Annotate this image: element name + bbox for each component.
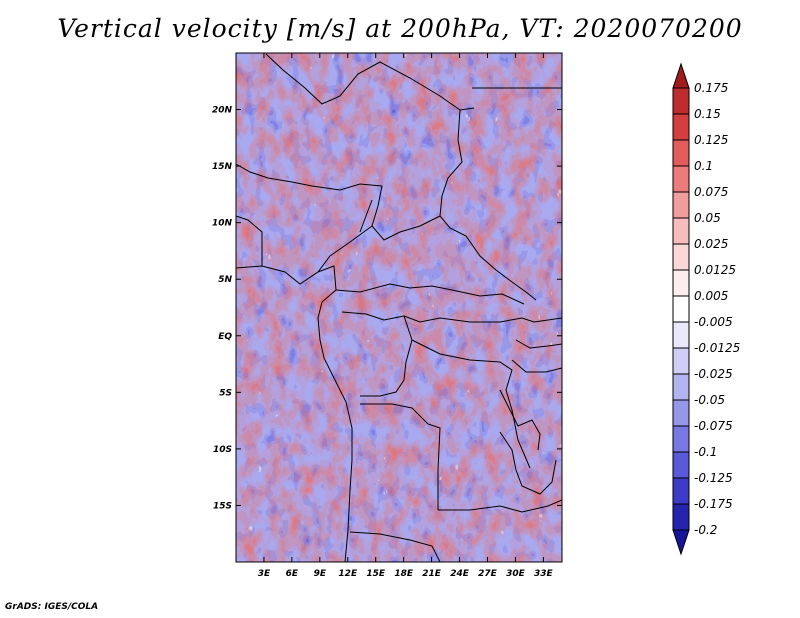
colorbar-label: 0.175 bbox=[694, 81, 728, 95]
colorbar-label: -0.2 bbox=[694, 523, 717, 537]
chart-title: Vertical velocity [m/s] at 200hPa, VT: 2… bbox=[57, 14, 743, 43]
x-tick-label: 15E bbox=[366, 569, 386, 579]
colorbar-label: 0.0125 bbox=[694, 263, 736, 277]
x-axis: 3E 6E 9E 12E 15E 18E 21E 24E 27E 30E 33E bbox=[258, 53, 554, 579]
colorbar-label: -0.075 bbox=[694, 419, 733, 433]
colorbar-label: -0.05 bbox=[694, 393, 725, 407]
colorbar-swatch bbox=[672, 113, 690, 141]
credit-label: GrADS: IGES/COLA bbox=[5, 602, 99, 612]
colorbar-swatch bbox=[672, 165, 690, 193]
colorbar-swatch bbox=[672, 269, 690, 297]
x-tick-label: 27E bbox=[478, 569, 498, 579]
colorbar-swatch bbox=[672, 347, 690, 375]
y-tick-label: 10S bbox=[213, 445, 232, 455]
x-tick-label: 30E bbox=[506, 569, 526, 579]
map-borders bbox=[236, 53, 562, 562]
colorbar-label: 0.15 bbox=[694, 107, 721, 121]
colorbar-swatch bbox=[672, 373, 690, 401]
map-frame bbox=[235, 52, 563, 563]
y-tick-label: 10N bbox=[212, 219, 233, 229]
y-tick-label: EQ bbox=[218, 332, 232, 342]
colorbar-swatch bbox=[672, 425, 690, 453]
x-tick-label: 9E bbox=[314, 569, 327, 579]
y-tick-label: 15N bbox=[212, 162, 233, 172]
colorbar-swatch bbox=[672, 243, 690, 271]
x-tick-label: 3E bbox=[258, 569, 271, 579]
colorbar-swatch bbox=[672, 191, 690, 219]
colorbar-label: 0.05 bbox=[694, 211, 721, 225]
colorbar-swatch bbox=[672, 139, 690, 167]
y-tick-label: 5S bbox=[219, 388, 232, 398]
colorbar-swatch bbox=[672, 87, 690, 115]
colorbar-swatch bbox=[672, 477, 690, 505]
y-tick-label: 5N bbox=[218, 275, 232, 285]
map-field bbox=[236, 53, 562, 562]
colorbar-label: 0.005 bbox=[694, 289, 728, 303]
x-tick-label: 21E bbox=[422, 569, 442, 579]
x-tick-label: 24E bbox=[450, 569, 470, 579]
colorbar-label: -0.1 bbox=[694, 445, 717, 459]
x-tick-label: 33E bbox=[534, 569, 554, 579]
colorbar: 0.175 0.15 0.125 0.1 0.075 0.05 0.025 0.0125 0.0… bbox=[672, 62, 740, 556]
y-tick-label: 15S bbox=[213, 501, 232, 511]
x-tick-label: 18E bbox=[394, 569, 414, 579]
colorbar-swatch bbox=[672, 399, 690, 427]
x-tick-label: 12E bbox=[338, 569, 358, 579]
colorbar-label: -0.125 bbox=[694, 471, 733, 485]
y-tick-label: 20N bbox=[212, 106, 233, 116]
colorbar-swatch bbox=[672, 217, 690, 245]
colorbar-bottom-arrow bbox=[672, 529, 690, 556]
colorbar-label: -0.005 bbox=[694, 315, 733, 329]
colorbar-label: -0.0125 bbox=[694, 341, 740, 355]
colorbar-swatch bbox=[672, 295, 690, 323]
colorbar-swatch bbox=[672, 451, 690, 479]
colorbar-label: 0.025 bbox=[694, 237, 728, 251]
colorbar-swatch bbox=[672, 503, 690, 531]
y-axis: 20N 15N 10N 5N EQ 5S 10S 15S bbox=[212, 106, 562, 511]
colorbar-swatch bbox=[672, 321, 690, 349]
x-tick-label: 6E bbox=[286, 569, 299, 579]
colorbar-label: -0.025 bbox=[694, 367, 733, 381]
colorbar-label: 0.125 bbox=[694, 133, 728, 147]
colorbar-top-arrow bbox=[672, 62, 690, 89]
colorbar-label: 0.075 bbox=[694, 185, 728, 199]
colorbar-label: -0.175 bbox=[694, 497, 733, 511]
colorbar-label: 0.1 bbox=[694, 159, 713, 173]
